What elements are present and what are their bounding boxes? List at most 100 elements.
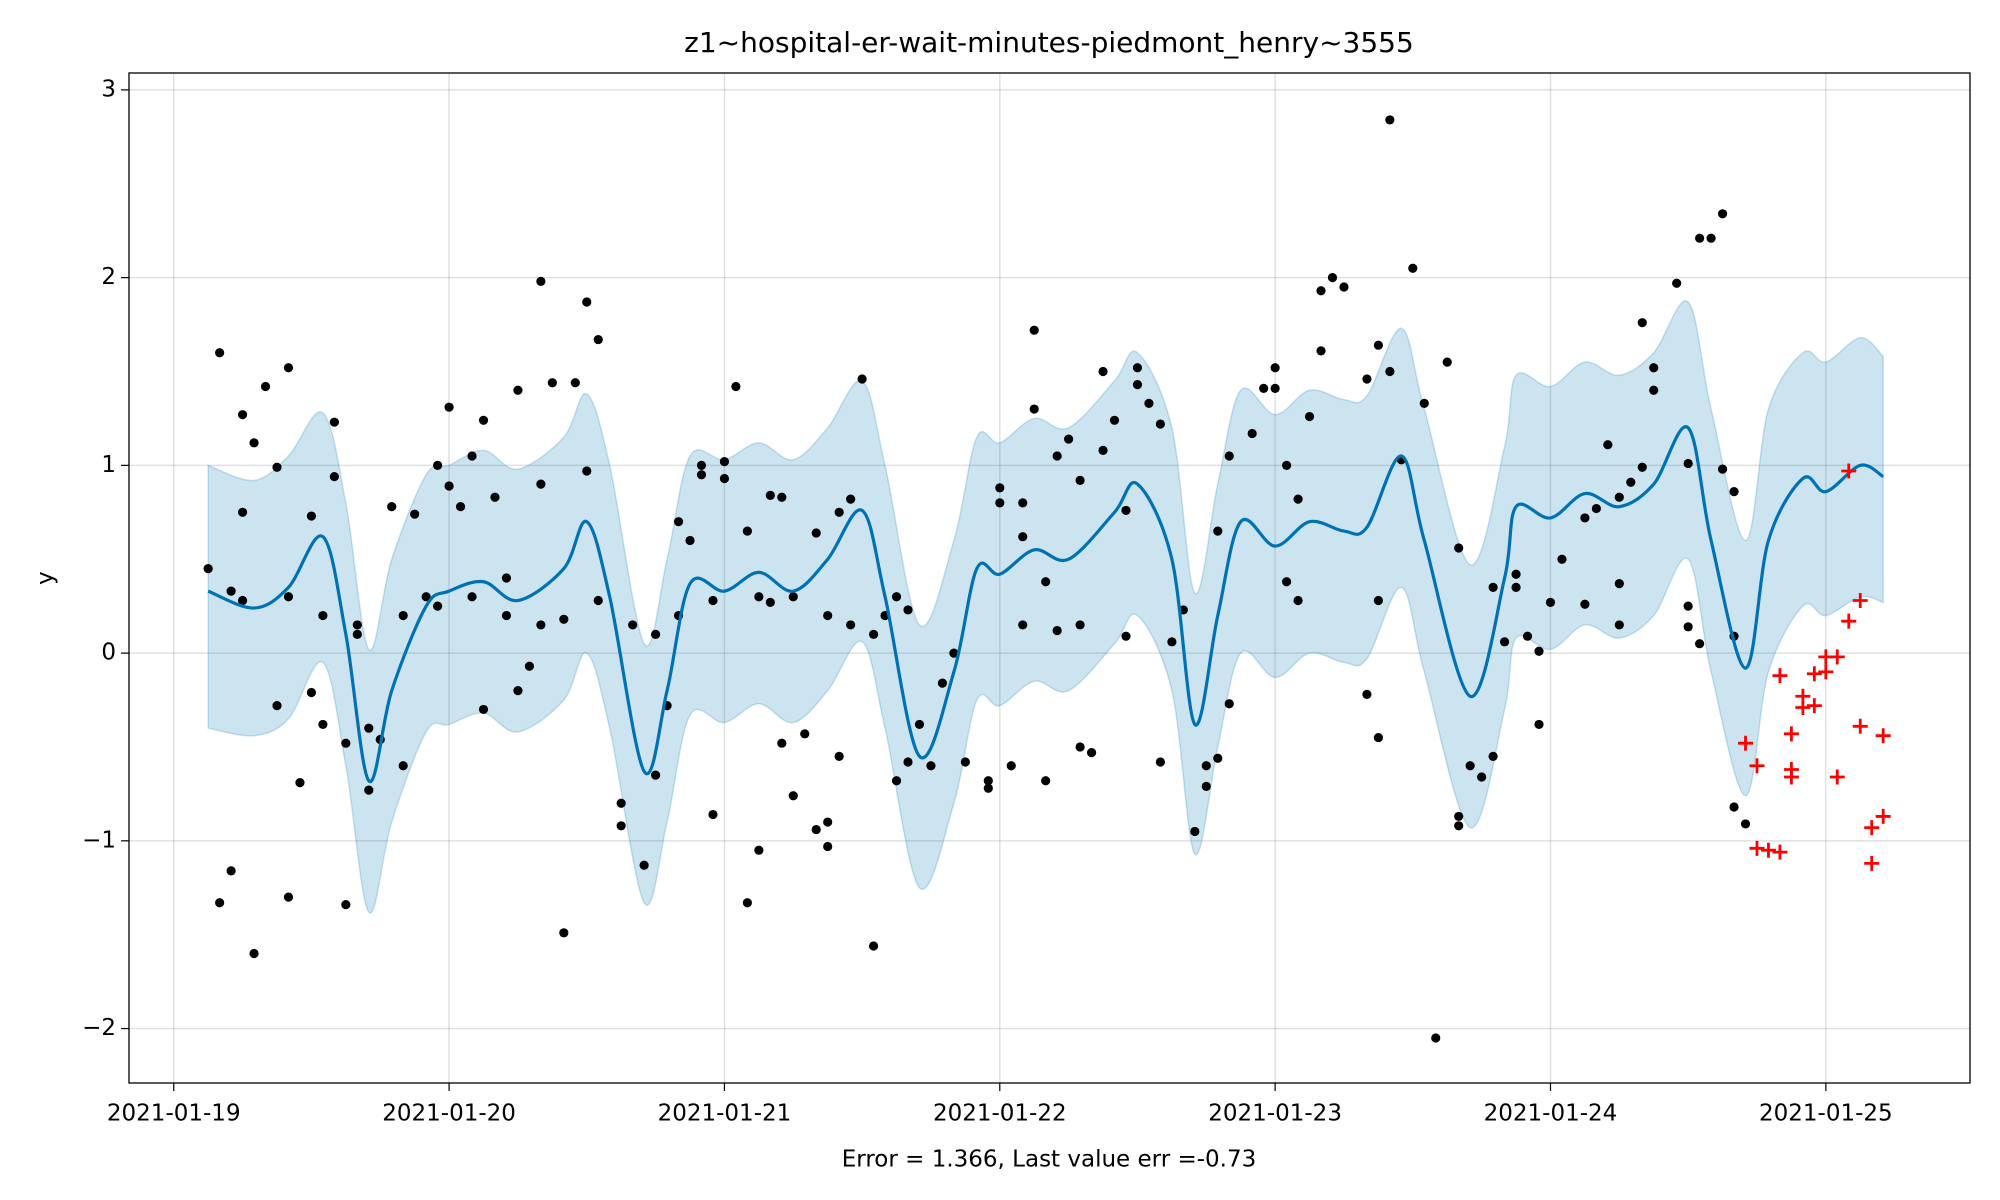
observed-point [1488, 751, 1498, 761]
future-point [1783, 769, 1799, 785]
observed-point [249, 438, 259, 448]
future-point [1772, 668, 1788, 684]
future-point [1841, 463, 1857, 479]
observed-point [891, 592, 902, 602]
observed-point [1052, 625, 1062, 636]
observed-point [1144, 398, 1154, 409]
observed-point [1614, 492, 1624, 502]
observed-point [708, 595, 718, 606]
observed-point [570, 378, 580, 388]
observed-point [1511, 569, 1521, 579]
observed-point [1580, 599, 1590, 609]
observed-point [1442, 357, 1452, 367]
observed-point [536, 479, 546, 489]
future-point [1852, 718, 1868, 734]
observed-point [1155, 757, 1166, 767]
observed-point [1408, 263, 1418, 273]
x-tick-label: 2021-01-19 [107, 1101, 241, 1127]
observed-point [1270, 363, 1280, 373]
observed-point [559, 928, 569, 938]
observed-point [1580, 513, 1590, 523]
observed-point [352, 629, 362, 639]
y-tick-label: 1 [101, 452, 116, 478]
observed-point [1121, 505, 1131, 516]
observed-point [1557, 554, 1567, 564]
observed-point [272, 462, 282, 472]
observed-point [1419, 398, 1429, 409]
x-tick-label: 2021-01-20 [382, 1101, 516, 1127]
observed-point [501, 610, 512, 621]
observed-point [1316, 346, 1326, 356]
observed-point [1649, 385, 1659, 395]
observed-point [237, 507, 248, 517]
observed-point [685, 535, 695, 546]
y-axis-label: y [33, 571, 59, 585]
observed-point [1075, 742, 1085, 752]
observed-point [995, 498, 1005, 508]
observed-point [237, 410, 248, 420]
observed-point [788, 791, 798, 801]
observed-point [891, 776, 902, 786]
observed-point [1075, 475, 1085, 485]
observed-point [467, 451, 477, 461]
observed-point [1477, 772, 1487, 782]
observed-point [1052, 451, 1062, 461]
forecast-line [207, 425, 1885, 784]
future-point [1806, 666, 1822, 682]
observed-point [237, 595, 248, 606]
observed-point [1362, 374, 1372, 384]
observed-point [490, 492, 500, 502]
observed-point [478, 415, 489, 425]
observed-point [341, 900, 351, 910]
observed-point [387, 502, 397, 512]
observed-point [754, 845, 764, 855]
observed-point [1534, 719, 1544, 730]
observed-point [1201, 761, 1211, 771]
observed-point [616, 821, 626, 831]
observed-point [1098, 366, 1108, 377]
observed-point [1614, 620, 1624, 630]
observed-point [949, 648, 959, 658]
observed-point [559, 614, 569, 624]
observed-point [903, 605, 913, 615]
observed-point [1259, 383, 1269, 393]
observed-point [937, 678, 948, 688]
observed-point [1717, 464, 1728, 474]
observed-point [352, 620, 362, 630]
observed-point [1282, 577, 1292, 587]
future-point [1864, 820, 1880, 836]
observed-point [536, 276, 546, 286]
observed-point [1591, 503, 1601, 514]
x-tick-label: 2021-01-21 [658, 1101, 792, 1127]
observed-point [249, 948, 259, 959]
observed-point [1041, 577, 1051, 587]
future-point [1783, 726, 1799, 742]
observed-point [593, 595, 603, 606]
observed-point [1522, 631, 1533, 641]
y-tick-label: 2 [101, 264, 116, 290]
future-point [1829, 649, 1845, 665]
observed-point [1626, 477, 1636, 487]
observed-point [1603, 440, 1613, 450]
observed-point [1041, 776, 1051, 786]
observed-point [1614, 579, 1624, 589]
observed-point [1247, 428, 1257, 439]
observed-point [1121, 631, 1131, 641]
future-point [1829, 769, 1845, 785]
observed-point [800, 729, 810, 739]
observed-point [1695, 233, 1705, 243]
observed-point [1488, 582, 1498, 592]
observed-point [651, 770, 661, 780]
observed-point [1454, 821, 1464, 831]
observed-point [754, 592, 764, 602]
observed-point [1454, 811, 1464, 822]
observed-point [318, 610, 328, 621]
observed-point [719, 457, 730, 467]
observed-point [226, 866, 236, 876]
observed-point [1385, 366, 1395, 377]
observed-point [283, 592, 294, 602]
observed-point [857, 374, 867, 384]
observed-point [260, 381, 271, 392]
